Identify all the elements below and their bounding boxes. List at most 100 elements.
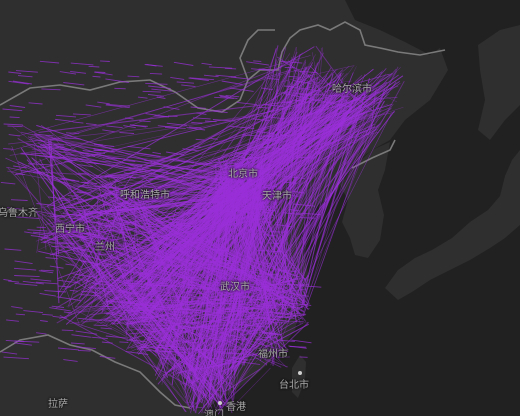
- flow-line: [60, 215, 280, 363]
- flow-tick: [205, 257, 227, 260]
- flow-line: [302, 111, 365, 314]
- flow-tick: [147, 93, 164, 97]
- flow-line: [252, 188, 295, 287]
- flow-tick: [296, 212, 321, 215]
- flow-line: [127, 221, 137, 311]
- flow-tick: [72, 197, 85, 201]
- city-dot-taipei: [298, 371, 302, 375]
- flow-tick: [14, 340, 40, 343]
- flow-line: [147, 273, 149, 307]
- flow-tick: [139, 120, 151, 123]
- flow-tick: [102, 186, 128, 191]
- flow-tick: [96, 217, 112, 222]
- border-north-mongolia: [0, 21, 446, 113]
- flow-line: [230, 74, 366, 384]
- flow-line: [173, 214, 201, 337]
- flow-tick: [187, 291, 208, 295]
- flow-tick: [173, 61, 194, 66]
- flow-tick: [84, 221, 109, 225]
- flow-line: [83, 210, 109, 308]
- flow-line: [122, 301, 212, 385]
- flow-tick: [15, 173, 25, 176]
- flow-line: [102, 189, 253, 291]
- flow-line: [242, 199, 261, 342]
- flow-tick: [128, 339, 147, 343]
- flow-line: [136, 113, 374, 211]
- flow-line: [119, 105, 322, 300]
- flow-tick: [289, 209, 301, 212]
- flow-tick: [282, 101, 295, 104]
- flow-tick: [91, 282, 115, 287]
- flow-tick: [251, 207, 277, 212]
- flow-line: [185, 76, 325, 244]
- flow-line: [286, 66, 399, 282]
- flow-tick: [101, 247, 126, 250]
- flow-line: [59, 244, 215, 305]
- flow-line: [195, 276, 217, 409]
- flow-tick: [212, 119, 236, 122]
- flow-tick: [62, 177, 76, 181]
- flow-tick: [169, 249, 185, 253]
- flow-tick: [93, 149, 102, 152]
- flow-tick: [76, 191, 92, 194]
- flow-line: [63, 167, 229, 239]
- flow-tick: [153, 350, 166, 353]
- flow-line: [117, 287, 294, 295]
- flow-tick: [256, 106, 270, 109]
- flow-line: [269, 275, 306, 303]
- flow-tick: [169, 224, 191, 227]
- flow-line: [47, 205, 186, 413]
- flow-line: [273, 63, 292, 176]
- flow-line: [130, 128, 360, 327]
- flow-tick: [122, 279, 143, 282]
- flow-line: [203, 116, 380, 270]
- flow-line: [221, 302, 229, 416]
- flow-line: [371, 90, 376, 127]
- flow-tick: [263, 233, 278, 237]
- flow-tick: [105, 175, 118, 178]
- flow-line: [303, 88, 386, 316]
- flow-tick: [72, 121, 84, 124]
- flow-tick: [119, 341, 129, 343]
- flow-tick: [161, 350, 176, 353]
- flow-tick: [94, 71, 113, 76]
- flow-tick: [105, 78, 129, 83]
- flow-tick: [78, 172, 90, 175]
- flow-tick: [57, 285, 72, 288]
- flow-tick: [63, 311, 72, 314]
- flow-tick: [149, 339, 167, 342]
- flow-tick: [49, 265, 64, 269]
- flow-tick: [267, 311, 286, 314]
- flow-line: [201, 210, 254, 414]
- flow-tick: [125, 221, 140, 225]
- flow-tick: [235, 156, 245, 158]
- flow-tick: [261, 221, 271, 223]
- flow-tick: [106, 125, 123, 129]
- flow-tick: [72, 273, 97, 278]
- flow-line: [245, 105, 313, 288]
- flow-tick: [170, 264, 183, 267]
- flow-tick: [225, 94, 240, 98]
- flow-tick: [214, 96, 234, 99]
- flow-tick: [118, 229, 132, 231]
- flow-line: [118, 200, 271, 337]
- flow-line: [139, 286, 267, 319]
- flow-tick: [58, 241, 76, 245]
- flow-line: [66, 122, 342, 290]
- flow-line: [201, 82, 310, 404]
- flow-line: [231, 175, 265, 201]
- flow-tick: [231, 328, 254, 333]
- flow-tick: [63, 82, 85, 86]
- flow-tick: [40, 269, 54, 272]
- flow-tick: [230, 356, 248, 361]
- flow-line: [144, 203, 224, 308]
- flow-tick: [7, 125, 23, 128]
- flow-tick: [70, 71, 87, 74]
- flow-tick: [41, 88, 61, 91]
- flow-line: [77, 241, 155, 344]
- flow-tick: [142, 90, 161, 93]
- flow-tick: [13, 165, 27, 169]
- flow-line: [161, 121, 366, 340]
- flow-tick: [215, 249, 230, 252]
